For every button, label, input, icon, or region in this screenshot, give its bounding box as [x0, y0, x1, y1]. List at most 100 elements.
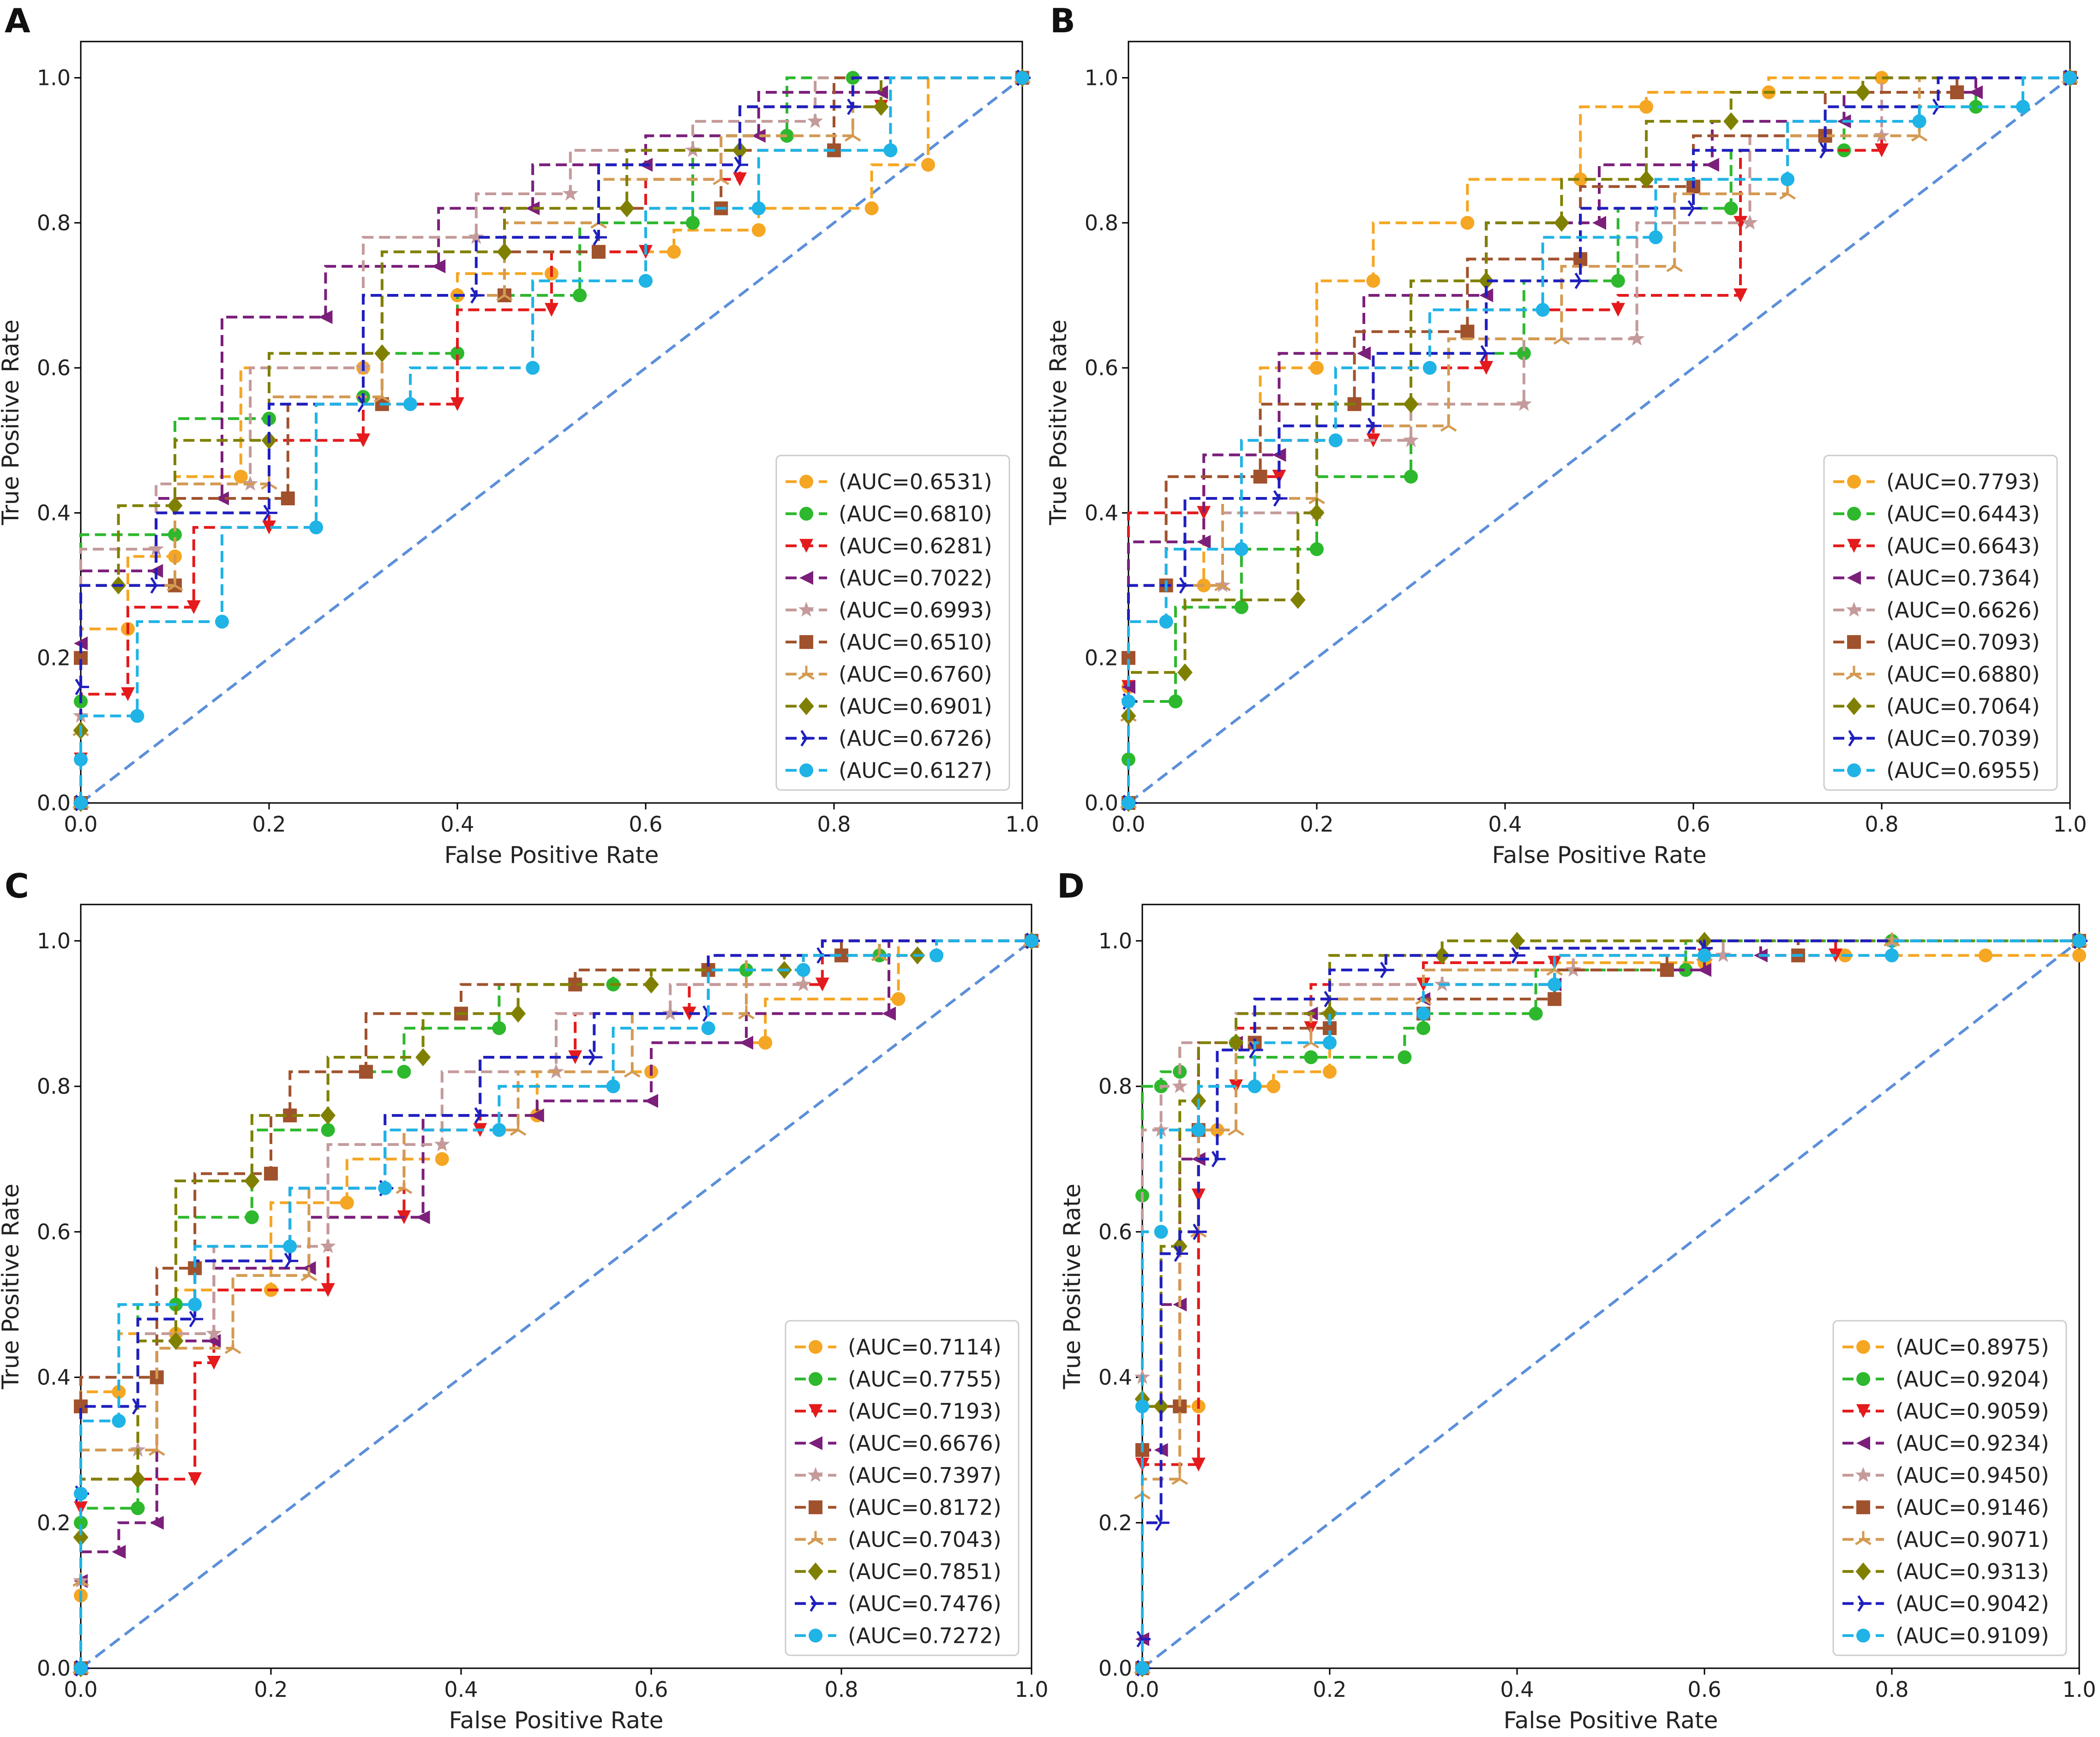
panel-a-legend-marker-2	[799, 507, 813, 521]
panel-b-series-10-point	[1328, 433, 1343, 448]
panel-b-legend-marker-6	[1847, 635, 1861, 649]
panel-a-ytick-label: 0.2	[37, 646, 71, 671]
panel-b-series-3-point	[1479, 361, 1494, 375]
panel-a-legend-marker-5	[798, 601, 815, 617]
panel-a-series-5-point	[148, 541, 164, 556]
panel-d-series-10-point	[1698, 948, 1711, 963]
panel-b-legend-label-7: (AUC=0.6880)	[1886, 662, 2040, 687]
panel-b-series-1-point	[1310, 361, 1324, 375]
panel-c-series-10-point	[378, 1181, 392, 1195]
panel-a-series-5-point	[468, 229, 484, 244]
panel-d-series-3-point	[1191, 1188, 1206, 1203]
panel-d-legend-marker-5	[1855, 1467, 1872, 1482]
panel-b-series-10-point	[2016, 100, 2030, 114]
panel-b-series-8-line	[1127, 76, 2070, 803]
panel-c-series-1-line	[79, 939, 1032, 1668]
panel-c-legend-label-6: (AUC=0.8172)	[848, 1495, 1002, 1520]
panel-a-series-9-point	[150, 577, 165, 594]
panel-d-ytick-label: 0.6	[1098, 1219, 1132, 1244]
panel-d-legend-label-10: (AUC=0.9109)	[1896, 1623, 2049, 1648]
panel-c-series-8-point	[73, 1528, 89, 1546]
panel-a-ylabel: True Positive Rate	[0, 319, 24, 525]
panel-c-legend-marker-6	[809, 1500, 822, 1515]
panel-a-xtick-label: 0.0	[64, 812, 97, 837]
panel-c-series-5-point	[434, 1136, 450, 1151]
panel-d-xtick-label: 0.8	[1875, 1677, 1908, 1702]
panel-c-series-9-point	[189, 1311, 204, 1328]
panel-b-series-5-line	[1127, 76, 2070, 803]
panel-d-legend-marker-10	[1856, 1629, 1870, 1643]
panel-c-legend-marker-4	[809, 1436, 822, 1450]
panel-b-series-3-point	[1875, 143, 1889, 157]
panel-b-series-2-point	[1611, 274, 1625, 288]
panel-b: B 0.0 0.2 0.4 0.6 0.8 1.0 0.0 0.2 0.4 0.6 0.8 1.0 Fal…	[1045, 1, 2087, 868]
panel-b-series-4-point	[1122, 680, 1135, 694]
panel-a-series-8-point	[732, 141, 748, 160]
panel-b-series-5-point	[1629, 330, 1645, 346]
panel-c-legend-label-8: (AUC=0.7851)	[848, 1559, 1002, 1584]
panel-c-series-10-point	[930, 948, 943, 963]
panel-a-series-6-point	[592, 245, 606, 259]
panel-d-series-10-point	[2072, 934, 2086, 948]
panel-b-series-3-point	[1272, 469, 1286, 484]
panel-b-ytick-label: 0.8	[1085, 210, 1118, 235]
panel-b-series-3-point	[1611, 303, 1625, 317]
panel-b-legend-marker-2	[1847, 507, 1861, 521]
panel-a-series-1-point	[234, 469, 248, 484]
panel-b-xtick-label: 0.8	[1865, 812, 1898, 837]
panel-a-series-2-point	[450, 346, 464, 360]
panel-b-series-6-point	[1460, 324, 1475, 339]
panel-d-series-6-point	[1548, 992, 1562, 1006]
panel-c-series-3-point	[188, 1472, 202, 1486]
panel-c-series-4-point	[882, 1006, 896, 1021]
panel-c-series-2-point	[397, 1065, 411, 1079]
panel-c-xtick-label: 0.0	[64, 1677, 97, 1702]
panel-c-legend-label-4: (AUC=0.6676)	[848, 1431, 1002, 1455]
panel-a-series-8-point	[873, 97, 889, 116]
panel-a-series-9-point	[593, 229, 607, 246]
panel-c-series-7-point	[148, 1442, 165, 1456]
panel-d-legend-label-4: (AUC=0.9234)	[1896, 1431, 2049, 1455]
panel-b-legend-marker-4	[1847, 571, 1861, 585]
panel-b-series-7-point	[1779, 186, 1796, 200]
panel-a-series-10-point	[74, 796, 88, 810]
panel-a-legend-marker-4	[799, 571, 813, 585]
panel-c-series-2-point	[492, 1021, 506, 1035]
panel-c-legend-label-7: (AUC=0.7043)	[848, 1527, 1002, 1552]
panel-c-legend-marker-2	[809, 1372, 822, 1386]
panel-b-xtick-label: 0.2	[1300, 812, 1333, 837]
panel-d-ytick-label: 0.4	[1098, 1365, 1132, 1390]
panel-a-xtick-label: 1.0	[1005, 812, 1039, 837]
panel-b-ytick-label: 0.6	[1085, 355, 1118, 380]
panel-b-series-10-point	[1422, 361, 1437, 375]
panel-b-series-8-point	[1638, 170, 1654, 189]
panel-b-series-9-point	[1574, 272, 1589, 289]
panel-d-legend-marker-7	[1855, 1531, 1872, 1545]
panel-d-legend-label-2: (AUC=0.9204)	[1896, 1366, 2049, 1391]
panel-a-xtick-label: 0.8	[817, 812, 851, 837]
panel-d-series-9-point	[1193, 1223, 1207, 1240]
panel-a-series-4-point	[526, 201, 540, 216]
panel-d-legend-marker-2	[1856, 1372, 1870, 1386]
panel-a-legend-label-9: (AUC=0.6726)	[839, 726, 992, 751]
panel-b-series-1-point	[1875, 71, 1889, 85]
panel-d-ytick-label: 0.0	[1098, 1656, 1132, 1681]
panel-b-xtick-label: 0.0	[1111, 812, 1145, 837]
panel-c-series-4-point	[739, 1036, 753, 1050]
panel-d-series-10-point	[1135, 1399, 1149, 1414]
panel-a-legend-marker-9	[800, 730, 815, 747]
panel-a-series-10-point	[1015, 71, 1029, 85]
panel-a-series-10-point	[883, 143, 898, 157]
panel-c-series-5-point	[795, 976, 811, 991]
panel-b-legend-label-5: (AUC=0.6626)	[1886, 598, 2040, 623]
panel-c-series-10-point	[796, 963, 810, 977]
panel-b-legend-marker-9	[1848, 730, 1862, 747]
panel-a-series-4-point	[215, 491, 229, 505]
panel-b-series-10-point	[1122, 796, 1135, 810]
panel-d-series-9-point	[1155, 1514, 1170, 1531]
panel-a-series-2-point	[168, 527, 182, 542]
panel-d-series-9-point	[1380, 962, 1394, 978]
panel-a-series-3-point	[733, 172, 747, 186]
panel-b-series-8-point	[1723, 112, 1739, 131]
